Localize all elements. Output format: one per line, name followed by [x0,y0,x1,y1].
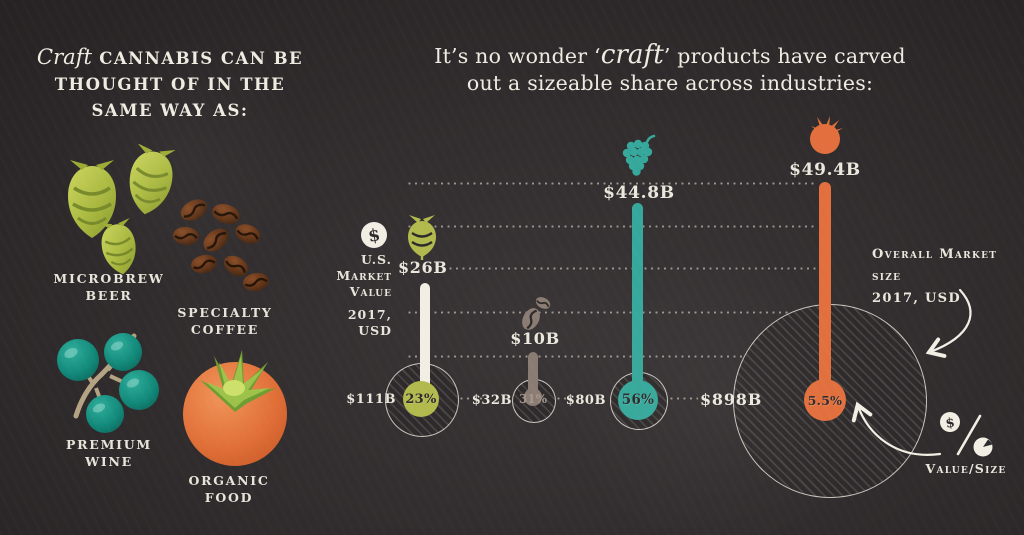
label-organic: ORGANIC [188,473,270,488]
chart-heading-script-word: craft [600,40,664,70]
beer-market-label: $111B [346,392,396,407]
label-wine: WINE [85,454,133,469]
axis-note-year: 2017, USD [347,307,392,338]
value-axis-note: U.S. Market Value 2017, USD [318,252,392,339]
chart-heading-pre: It’s no wonder ‘ [434,44,601,68]
label-coffee: COFFEE [190,322,260,337]
wine-value-bar [632,203,643,393]
label-food: FOOD [204,490,254,505]
wine-share-circle: 56% [618,380,658,420]
coffee-beans-illustration [173,199,269,292]
overall-market-note-line2: 2017, USD [872,291,961,306]
gridline-20b [408,311,818,314]
tomato-illustration [183,350,287,466]
chart-heading-post: ’ products have carved [663,44,906,68]
label-microbrew-beer: MICROBREW BEER [44,270,174,304]
axis-note-market: Market [336,268,392,283]
left-heading-line1: CANNABIS CAN BE [92,49,304,68]
beer-share-label: 23% [405,391,437,407]
dollar-coin-icon: $ [361,222,387,248]
label-microbrew: MICROBREW [53,271,165,286]
overall-market-arrow [925,288,972,358]
wine-craft-value-label: $44.8B [603,183,675,203]
label-specialty: SPECIALTY [177,305,273,320]
food-value-bar [819,182,831,394]
axis-note-us: U.S. [360,252,392,267]
bean [180,199,208,221]
coffee-value-bar [528,352,538,392]
beer-share-circle: 23% [403,381,439,417]
food-market-label: $898B [700,390,763,409]
connector-dots-3 [670,397,698,400]
left-heading-line3: SAME WAY AS: [91,101,249,120]
value-size-arrow [851,401,942,456]
food-share-circle: 5.5% [804,379,846,421]
hops-illustration [68,144,176,275]
value-size-icon: $ [940,412,993,457]
label-premium-wine: PREMIUM WINE [44,436,174,470]
grapes-illustration [57,333,159,433]
connector-dots-1 [460,397,487,400]
food-craft-value-label: $49.4B [789,160,861,180]
connector-dots-2 [557,397,572,400]
coffee-craft-value-label: $10B [510,329,560,348]
gridline-40b [408,225,818,228]
tomato-icon [810,116,843,154]
axis-note-value: Value [349,284,392,299]
beer-value-bar [420,283,430,393]
grapes-icon [622,134,656,176]
coffee-share-label: 31% [518,392,548,406]
chart-heading: It’s no wonder ‘craft’ products have car… [412,42,928,97]
svg-text:$: $ [945,415,957,431]
hop-icon [408,215,436,260]
overall-market-note-line1: Overall Market size [872,247,998,284]
coffee-bar-bulb [524,388,542,406]
left-heading-line2: THOUGHT OF IN THE [54,75,286,94]
overall-market-note: Overall Market size 2017, USD [872,244,1022,310]
coffee-market-label: $32B [471,393,512,408]
chart-heading-line2: out a sizeable share across industries: [466,71,874,95]
label-specialty-coffee: SPECIALTY COFFEE [160,304,290,338]
gridline-50b [408,182,818,185]
wine-share-label: 56% [621,392,655,408]
label-beer: BEER [85,288,133,303]
svg-text:$: $ [367,225,382,247]
gridline-10b [408,355,818,358]
label-premium: PREMIUM [66,437,152,452]
left-panel-heading: Craft CANNABIS CAN BE THOUGHT OF IN THE … [26,44,314,124]
annotation-arrows [851,288,972,456]
food-share-label: 5.5% [807,392,843,408]
coffee-bean-icon [522,297,551,330]
left-heading-script-word: Craft [36,44,93,69]
value-size-label: Value/Size [925,461,1007,476]
label-organic-food: ORGANIC FOOD [164,472,294,506]
wine-market-label: $80B [565,393,606,408]
beer-craft-value-label: $26B [398,258,448,277]
